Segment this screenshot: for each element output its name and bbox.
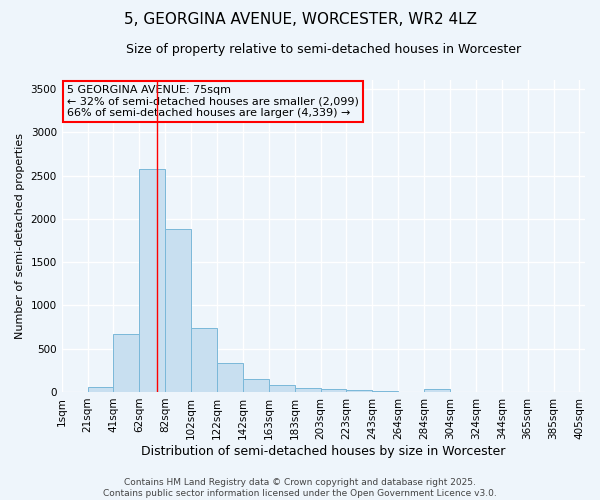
Text: 5, GEORGINA AVENUE, WORCESTER, WR2 4LZ: 5, GEORGINA AVENUE, WORCESTER, WR2 4LZ bbox=[124, 12, 476, 28]
Bar bbox=[217, 362, 243, 392]
Title: Size of property relative to semi-detached houses in Worcester: Size of property relative to semi-detach… bbox=[125, 42, 521, 56]
X-axis label: Distribution of semi-detached houses by size in Worcester: Distribution of semi-detached houses by … bbox=[141, 444, 505, 458]
Bar bbox=[191, 328, 217, 392]
Bar bbox=[424, 390, 450, 392]
Bar bbox=[113, 334, 139, 392]
Y-axis label: Number of semi-detached properties: Number of semi-detached properties bbox=[15, 133, 25, 339]
Bar bbox=[269, 384, 295, 392]
Bar bbox=[165, 229, 191, 392]
Bar bbox=[373, 391, 398, 392]
Text: Contains HM Land Registry data © Crown copyright and database right 2025.
Contai: Contains HM Land Registry data © Crown c… bbox=[103, 478, 497, 498]
Bar bbox=[346, 390, 373, 392]
Bar bbox=[243, 379, 269, 392]
Text: 5 GEORGINA AVENUE: 75sqm
← 32% of semi-detached houses are smaller (2,099)
66% o: 5 GEORGINA AVENUE: 75sqm ← 32% of semi-d… bbox=[67, 85, 359, 118]
Bar bbox=[320, 390, 346, 392]
Bar bbox=[295, 388, 320, 392]
Bar bbox=[88, 387, 113, 392]
Bar bbox=[139, 168, 165, 392]
